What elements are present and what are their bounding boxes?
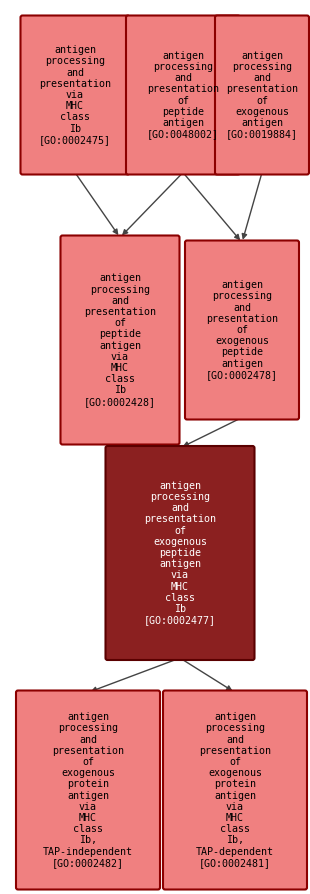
Text: antigen
processing
and
presentation
of
exogenous
antigen
[GO:0019884]: antigen processing and presentation of e… bbox=[226, 51, 298, 139]
Text: antigen
processing
and
presentation
of
peptide
antigen
[GO:0048002]: antigen processing and presentation of p… bbox=[147, 51, 219, 139]
FancyBboxPatch shape bbox=[105, 446, 255, 660]
FancyBboxPatch shape bbox=[215, 15, 309, 174]
FancyBboxPatch shape bbox=[16, 690, 160, 890]
FancyBboxPatch shape bbox=[163, 690, 307, 890]
FancyBboxPatch shape bbox=[126, 15, 240, 174]
Text: antigen
processing
and
presentation
of
exogenous
peptide
antigen
via
MHC
class
I: antigen processing and presentation of e… bbox=[144, 481, 216, 625]
Text: antigen
processing
and
presentation
via
MHC
class
Ib
[GO:0002475]: antigen processing and presentation via … bbox=[39, 46, 111, 145]
Text: antigen
processing
and
presentation
of
peptide
antigen
via
MHC
class
Ib
[GO:0002: antigen processing and presentation of p… bbox=[84, 274, 156, 407]
Text: antigen
processing
and
presentation
of
exogenous
peptide
antigen
[GO:0002478]: antigen processing and presentation of e… bbox=[206, 280, 278, 380]
Text: antigen
processing
and
presentation
of
exogenous
protein
antigen
via
MHC
class
I: antigen processing and presentation of e… bbox=[43, 713, 133, 868]
FancyBboxPatch shape bbox=[185, 240, 299, 419]
Text: antigen
processing
and
presentation
of
exogenous
protein
antigen
via
MHC
class
I: antigen processing and presentation of e… bbox=[196, 713, 274, 868]
FancyBboxPatch shape bbox=[20, 15, 130, 174]
FancyBboxPatch shape bbox=[60, 235, 179, 444]
